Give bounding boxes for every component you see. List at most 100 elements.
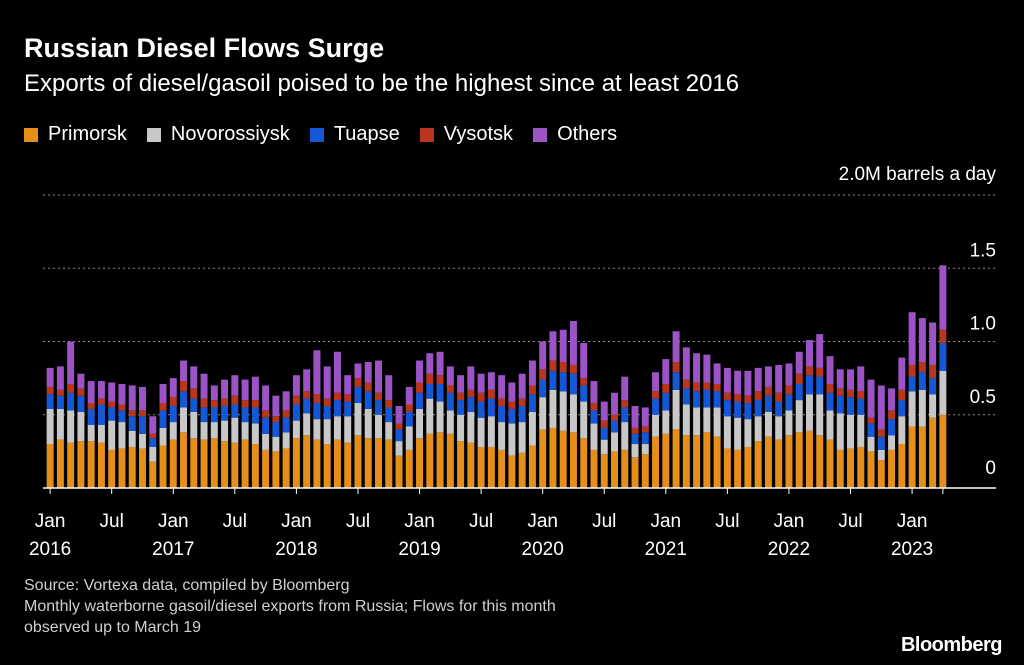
bar-segment-primorsk: [918, 426, 926, 488]
bar-segment-vysotsk: [641, 426, 649, 433]
x-tick-month-label: Jul: [223, 511, 247, 532]
bar-segment-tuapse: [693, 391, 701, 408]
bar-segment-novorossiysk: [877, 449, 885, 461]
bar-segment-vysotsk: [77, 388, 85, 396]
x-tick-month-label: Jul: [100, 511, 124, 532]
bar-segment-tuapse: [826, 392, 834, 411]
bar-segment-vysotsk: [138, 410, 146, 417]
bar-segment-others: [221, 379, 229, 399]
bar-segment-tuapse: [385, 407, 393, 423]
bar-segment-primorsk: [97, 442, 105, 488]
bar-segment-others: [795, 351, 803, 374]
bar-segment-primorsk: [621, 449, 629, 488]
bar-segment-novorossiysk: [518, 422, 526, 453]
bar-segment-tuapse: [446, 392, 454, 411]
bar-segment-others: [323, 366, 331, 399]
legend-item-primorsk: Primorsk: [24, 123, 127, 146]
bar-segment-others: [888, 388, 896, 411]
x-tick-month-label: Jul: [592, 511, 616, 532]
bar-segment-vysotsk: [87, 403, 95, 409]
bar-segment-novorossiysk: [764, 411, 772, 437]
bar-segment-tuapse: [836, 395, 844, 414]
bar-segment-primorsk: [805, 430, 813, 488]
bar-segment-tuapse: [292, 404, 300, 421]
bar-segment-primorsk: [477, 446, 485, 488]
bar-segment-tuapse: [364, 391, 372, 409]
bar-segment-vysotsk: [251, 400, 259, 408]
bar-segment-novorossiysk: [672, 389, 680, 430]
bar-segment-others: [487, 372, 495, 390]
bar-segment-primorsk: [323, 444, 331, 488]
bar-segment-primorsk: [939, 414, 947, 488]
bar-segment-tuapse: [241, 407, 249, 423]
bar-segment-novorossiysk: [487, 416, 495, 447]
bar-segment-vysotsk: [169, 397, 177, 406]
bar-segment-vysotsk: [590, 403, 598, 411]
bar-segment-novorossiysk: [847, 414, 855, 449]
bar-segment-primorsk: [56, 439, 64, 488]
bar-segment-others: [929, 322, 937, 365]
bar-segment-primorsk: [867, 451, 875, 489]
bar-segment-novorossiysk: [775, 416, 783, 440]
bar-segment-tuapse: [785, 394, 793, 411]
bar-segment-novorossiysk: [641, 444, 649, 455]
bar-segment-tuapse: [200, 407, 208, 423]
bar-segment-novorossiysk: [805, 394, 813, 431]
x-tick-month-label: Jan: [774, 511, 805, 532]
bar-segment-primorsk: [46, 444, 54, 488]
bar-segment-tuapse: [539, 379, 547, 398]
bar-segment-primorsk: [518, 452, 526, 488]
bar-segment-novorossiysk: [754, 416, 762, 442]
bar-segment-vysotsk: [775, 392, 783, 402]
bar-segment-others: [241, 379, 249, 401]
bar-segment-novorossiysk: [611, 432, 618, 452]
bar-segment-others: [723, 367, 731, 393]
bar-segment-primorsk: [549, 427, 557, 488]
bar-segment-others: [641, 407, 649, 427]
bar-segment-primorsk: [662, 433, 670, 488]
bar-segment-others: [775, 364, 783, 393]
bar-segment-tuapse: [149, 438, 157, 447]
bar-segment-novorossiysk: [539, 397, 547, 430]
bar-segment-tuapse: [939, 342, 947, 371]
bar-segment-primorsk: [528, 445, 536, 488]
footer: Source: Vortexa data, compiled by Bloomb…: [24, 575, 784, 638]
bar-segment-tuapse: [405, 411, 413, 427]
bar-segment-primorsk: [857, 446, 865, 488]
bar-segment-primorsk: [416, 438, 424, 488]
bar-segment-tuapse: [87, 408, 95, 426]
bar-segment-vysotsk: [333, 392, 341, 401]
bar-segment-tuapse: [97, 404, 105, 426]
bar-segment-tuapse: [354, 386, 362, 404]
bar-segment-vysotsk: [631, 427, 639, 434]
bar-segment-novorossiysk: [262, 433, 270, 450]
bar-segment-primorsk: [87, 441, 95, 488]
bar-segment-others: [385, 375, 393, 401]
bar-segment-others: [785, 363, 793, 386]
bar-segment-vysotsk: [929, 364, 937, 379]
bar-segment-others: [518, 373, 526, 399]
bar-segment-primorsk: [67, 442, 75, 488]
bar-segment-vysotsk: [149, 433, 157, 439]
legend-swatch-novorossiysk: [146, 127, 161, 142]
bar-segment-primorsk: [734, 449, 742, 488]
bar-segment-primorsk: [487, 446, 495, 488]
bar-segment-novorossiysk: [282, 432, 290, 449]
bar-segment-vysotsk: [569, 364, 577, 374]
bar-segment-novorossiysk: [333, 416, 341, 440]
x-tick-month-label: Jul: [838, 511, 862, 532]
x-tick-month-label: Jul: [346, 511, 370, 532]
bar-segment-vysotsk: [734, 394, 742, 402]
bar-segment-primorsk: [611, 451, 618, 489]
bar-segment-others: [364, 362, 372, 383]
bar-segment-tuapse: [416, 392, 424, 409]
bar-segment-tuapse: [744, 403, 752, 420]
bar-segment-novorossiysk: [221, 420, 229, 442]
bar-segment-others: [826, 356, 834, 384]
bar-segment-others: [816, 334, 824, 368]
bar-segment-novorossiysk: [138, 433, 146, 449]
bar-segment-primorsk: [498, 449, 506, 488]
x-tick-month-label: Jan: [897, 511, 928, 532]
bar-segment-primorsk: [580, 438, 588, 488]
bar-segment-novorossiysk: [446, 410, 454, 434]
